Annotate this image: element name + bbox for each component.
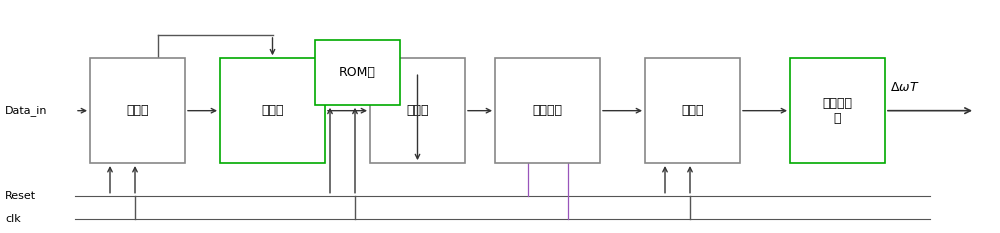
- Text: 乘法器: 乘法器: [406, 104, 429, 117]
- Text: 延迟器: 延迟器: [126, 104, 149, 117]
- Text: Data_in: Data_in: [5, 105, 48, 116]
- Bar: [90, 58, 185, 163]
- Bar: [370, 58, 465, 163]
- Bar: [790, 58, 885, 163]
- Text: $\Delta\omega T$: $\Delta\omega T$: [890, 81, 919, 94]
- Bar: [220, 58, 325, 163]
- Text: 常数除法
器: 常数除法 器: [822, 97, 852, 125]
- Bar: [645, 58, 740, 163]
- Bar: [495, 58, 600, 163]
- Text: 累加器: 累加器: [681, 104, 704, 117]
- Bar: [315, 40, 400, 105]
- Text: 相关器: 相关器: [261, 104, 284, 117]
- Text: ROM表: ROM表: [339, 66, 376, 79]
- Text: clk: clk: [5, 214, 21, 224]
- Text: Reset: Reset: [5, 191, 36, 201]
- Text: 求取相位: 求取相位: [532, 104, 562, 117]
